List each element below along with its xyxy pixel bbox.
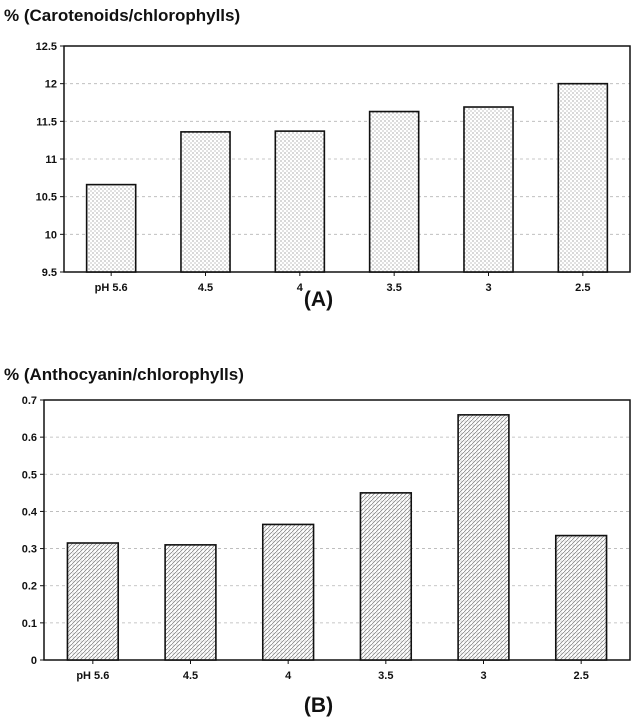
- y-tick-label: 12.5: [36, 41, 57, 53]
- x-tick-label: pH 5.6: [76, 670, 109, 682]
- y-tick-label: 0.2: [22, 581, 37, 593]
- chart-panel-a: % (Carotenoids/chlorophylls) 9.5 10 10.5 11…: [0, 0, 637, 330]
- bar: [554, 534, 608, 661]
- y-tick-label: 10: [45, 229, 57, 241]
- x-tick-label: 3.5: [387, 282, 402, 294]
- x-tick-label: pH 5.6: [95, 282, 128, 294]
- y-tick-label: 9.5: [42, 267, 57, 279]
- x-tick-label: 4.5: [183, 670, 198, 682]
- panel-label: (A): [303, 288, 334, 311]
- bar: [274, 130, 326, 273]
- x-tick-label: 4: [297, 282, 304, 294]
- panel-label: (B): [303, 694, 334, 717]
- chart-panel-b: % (Anthocyanin/chlorophylls) 0 0.1 0.2 0.3 0…: [0, 360, 637, 727]
- x-tick-label: 4.5: [198, 282, 213, 294]
- x-tick-label: 2.5: [575, 282, 590, 294]
- bar: [85, 183, 137, 273]
- y-tick-label: 0.3: [22, 544, 37, 556]
- y-tick-label: 0: [31, 655, 37, 667]
- y-tick-label: 0.4: [22, 506, 38, 518]
- y-tick-label: 12: [45, 79, 57, 91]
- bar: [164, 544, 217, 661]
- plot-frame: [63, 45, 631, 273]
- bar: [557, 82, 609, 273]
- y-tick-label: 0.5: [22, 469, 37, 481]
- x-tick-label: 2.5: [574, 670, 589, 682]
- y-tick-label: 0.6: [22, 432, 37, 444]
- plot-frame: [43, 399, 631, 661]
- y-axis-label: % (Anthocyanin/chlorophylls): [4, 365, 244, 384]
- bar: [368, 110, 420, 273]
- bar: [261, 523, 315, 661]
- bar: [180, 131, 231, 273]
- bar: [359, 492, 413, 661]
- carotenoids-bar-chart: 9.5 10 10.5 11 11.5 12 12.5 pH 5.6 4.5 4 3.5 3 2.5: [36, 41, 631, 294]
- y-tick-label: 10.5: [36, 192, 57, 204]
- y-axis-label: % (Carotenoids/chlorophylls): [4, 6, 241, 25]
- x-tick-label: 3: [480, 670, 486, 682]
- x-tick-label: 3: [485, 282, 491, 294]
- y-tick-label: 11.5: [36, 116, 57, 128]
- x-tick-label: 3.5: [378, 670, 393, 682]
- bar: [66, 542, 120, 661]
- bar: [457, 414, 510, 661]
- y-tick-label: 11: [45, 154, 57, 166]
- x-tick-label: 4: [285, 670, 292, 682]
- bar: [463, 106, 514, 273]
- y-tick-label: 0.1: [22, 618, 37, 630]
- y-tick-label: 0.7: [22, 395, 37, 407]
- anthocyanin-bar-chart: 0 0.1 0.2 0.3 0.4 0.5 0.6 0.7 pH 5.6 4.5 4 3.5 3 2.5: [22, 395, 631, 682]
